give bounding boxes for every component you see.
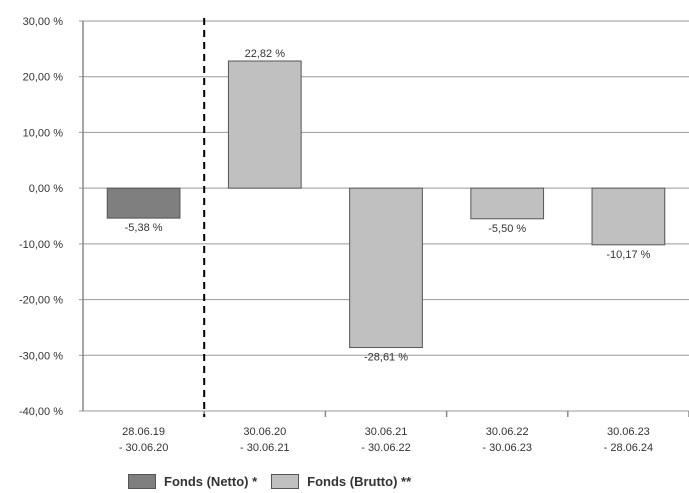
x-tick-label: 30.06.22 [486, 426, 529, 438]
bar-value-label: 22,82 % [245, 48, 286, 60]
y-tick-label: -20,00 % [19, 295, 63, 307]
legend: Fonds (Netto) * Fonds (Brutto) ** [128, 474, 425, 489]
bar [349, 187, 423, 349]
bar-chart-plot: 30,00 % 20,00 % 10,00 % 0,00 % -10,00 % -20,0… [19, 16, 689, 454]
bar-value-label: -5,38 % [125, 222, 163, 234]
x-tick-label: - 30.06.23 [482, 442, 532, 454]
legend-swatch-netto [128, 474, 156, 489]
x-tick-label: - 30.06.22 [361, 442, 411, 454]
bar-value-label: -10,17 % [606, 249, 650, 261]
bar [591, 187, 666, 246]
legend-swatch-brutto [271, 474, 300, 489]
y-tick-label: 20,00 % [23, 72, 64, 84]
y-tick-label: -30,00 % [19, 350, 63, 362]
x-tick-label: - 30.06.21 [240, 442, 290, 454]
legend-label-netto: Fonds (Netto) * [164, 474, 258, 489]
x-tick-label: 30.06.21 [365, 426, 408, 438]
y-tick-label: 30,00 % [23, 16, 64, 28]
bar [470, 187, 545, 220]
x-tick-label: - 28.06.24 [604, 442, 654, 454]
x-tick-label: 30.06.20 [243, 426, 286, 438]
y-tick-label: -10,00 % [19, 239, 63, 251]
bar-value-label: -5,50 % [488, 223, 526, 235]
y-tick-label: 0,00 % [29, 183, 63, 195]
bar-value-label: -28,61 % [364, 352, 408, 364]
bar [106, 187, 181, 219]
x-tick-label: 30.06.23 [607, 426, 650, 438]
legend-item-brutto: Fonds (Brutto) ** [271, 474, 411, 489]
bar [227, 60, 302, 189]
legend-item-netto: Fonds (Netto) * [128, 474, 257, 489]
x-tick-label: 28.06.19 [122, 426, 165, 438]
y-tick-label: -40,00 % [19, 406, 63, 418]
legend-label-brutto: Fonds (Brutto) ** [307, 474, 412, 489]
y-tick-label: 10,00 % [23, 127, 64, 139]
x-tick-label: - 30.06.20 [119, 442, 169, 454]
